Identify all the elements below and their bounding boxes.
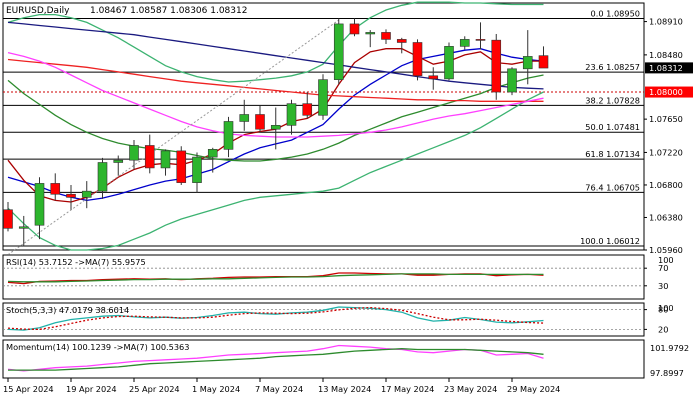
stoch-pane-frame [2, 302, 645, 337]
time-tick-label: 7 May 2024 [255, 384, 303, 394]
bear-candle-body [412, 42, 423, 77]
fib-level-label: 61.8 1.07134 [585, 149, 640, 159]
ohlc-header: 1.08467 1.08587 1.08306 1.08312 [90, 6, 247, 16]
indicator-scale-max: 100 [658, 255, 674, 265]
price-tick-label: 1.08480 [649, 50, 683, 60]
bollinger-band-line [7, 91, 544, 251]
indicator-panes: RSI(14) 53.7152 ->MA(7) 55.9575 1007030St… [3, 255, 689, 378]
current-price-tag [645, 62, 693, 74]
bear-candle-body [144, 145, 155, 169]
bull-candle-body [365, 32, 376, 35]
time-tick-label: 25 Apr 2024 [129, 384, 180, 394]
indicator-scale-label: 97.8997 [650, 368, 684, 378]
bear-candle-body [50, 183, 61, 195]
price-pane-frame [2, 2, 645, 251]
bear-candle-body [255, 114, 265, 130]
time-tick-label: 23 May 2024 [444, 384, 497, 394]
indicator-scale-label: 70 [658, 263, 668, 273]
bull-candle-body [81, 190, 92, 198]
bear-candle-body [66, 193, 76, 198]
time-tick-label: 29 May 2024 [507, 384, 560, 394]
bull-candle-body [459, 39, 470, 47]
bear-candle-body [538, 55, 549, 69]
bull-candle-body [207, 149, 218, 158]
price-tick-label: 1.06380 [649, 212, 683, 222]
bull-candle-body [113, 159, 124, 163]
time-tick-label: 13 May 2024 [318, 384, 371, 394]
time-tick-label: 17 May 2024 [381, 384, 434, 394]
bull-candle-body [286, 103, 297, 126]
bear-candle-body [176, 150, 187, 183]
bear-candle-body [428, 75, 439, 80]
indicator-scale-label: 101.9792 [650, 343, 689, 353]
bull-candle-body [522, 56, 533, 70]
bull-candle-body [192, 156, 202, 183]
bull-candle-body [129, 145, 139, 161]
fib-level-label: 0.0 1.08950 [591, 8, 640, 18]
bull-candle-body [97, 162, 108, 192]
time-tick-label: 19 Apr 2024 [66, 384, 117, 394]
trendline-line [7, 19, 340, 256]
bear-candle-body [491, 39, 502, 93]
bollinger-band-line [7, 1, 544, 83]
indicator-scale-label: 80 [658, 305, 668, 315]
bull-candle-body [223, 121, 234, 150]
bear-candle-body [3, 209, 13, 229]
indicator-series-line [8, 348, 544, 371]
bull-candle-body [239, 114, 250, 122]
bull-candle-body [34, 183, 45, 226]
price-tick-label: 1.06800 [649, 180, 683, 190]
bull-candle-body [507, 68, 517, 93]
rsi-pane-frame [2, 254, 645, 300]
price-tick-label: 1.07220 [649, 147, 683, 157]
bollinger-bands [7, 1, 544, 251]
fib-level-label: 76.4 1.06705 [585, 182, 640, 192]
price-axis: 1.08910 1.08480 1.07650 1.07220 1.06800 1.063… [644, 17, 693, 255]
time-tick-label: 1 May 2024 [192, 384, 240, 394]
bull-candle-body [160, 150, 171, 169]
price-tick-label: 1.07650 [649, 114, 683, 124]
bull-candle-body [318, 79, 328, 116]
moving-average-line [7, 74, 544, 162]
indicator-scale-label: 30 [658, 281, 668, 291]
bear-candle-body [349, 23, 360, 35]
bear-candle-body [302, 103, 313, 116]
chart-title: EURUSD,Daily [6, 6, 70, 16]
marker-price-label: 1.08000 [649, 87, 683, 97]
marker-price-tag [645, 86, 693, 98]
indicator-series-line [7, 306, 544, 331]
time-tick-label: 15 Apr 2024 [3, 384, 54, 394]
trendline [7, 19, 340, 256]
bull-candle-body [333, 23, 344, 80]
bull-candle-body [270, 125, 281, 130]
moving-average-line [7, 58, 544, 102]
indicator-scale-max: 100 [658, 303, 674, 313]
bear-candle-body [396, 39, 407, 43]
indicator-name: Stoch(5,3,3) 47.0179 38.6014 [6, 305, 129, 315]
bull-candle-body [444, 46, 454, 80]
indicator-name: RSI(14) 53.7152 ->MA(7) 55.9575 [6, 257, 146, 267]
indicator-scale-label: 20 [658, 324, 668, 334]
fib-level-label: 50.0 1.07481 [585, 122, 640, 132]
time-axis: 15 Apr 2024 19 Apr 2024 25 Apr 2024 1 May 2… [3, 378, 560, 394]
fib-level-label: 100.0 1.06012 [580, 236, 640, 246]
moving-average-line [7, 21, 544, 90]
fib-level-label: 38.2 1.07828 [585, 95, 640, 105]
candlesticks [3, 18, 549, 247]
indicator-name: Momentum(14) 100.1239 ->MA(7) 100.5363 [6, 342, 189, 352]
bear-candle-body [475, 39, 486, 41]
bear-candle-body [381, 32, 391, 40]
bull-candle-body [18, 226, 29, 229]
fib-level-label: 23.6 1.08257 [585, 62, 640, 72]
fibonacci-levels: 0.0 1.08950 23.6 1.08257 38.2 1.07828 50.0 … [3, 8, 644, 247]
current-price-label: 1.08312 [649, 63, 683, 73]
price-tick-label: 1.05960 [649, 245, 683, 255]
indicator-series-line [7, 273, 544, 283]
price-tick-label: 1.08910 [649, 17, 683, 27]
indicator-series-line [7, 344, 544, 372]
